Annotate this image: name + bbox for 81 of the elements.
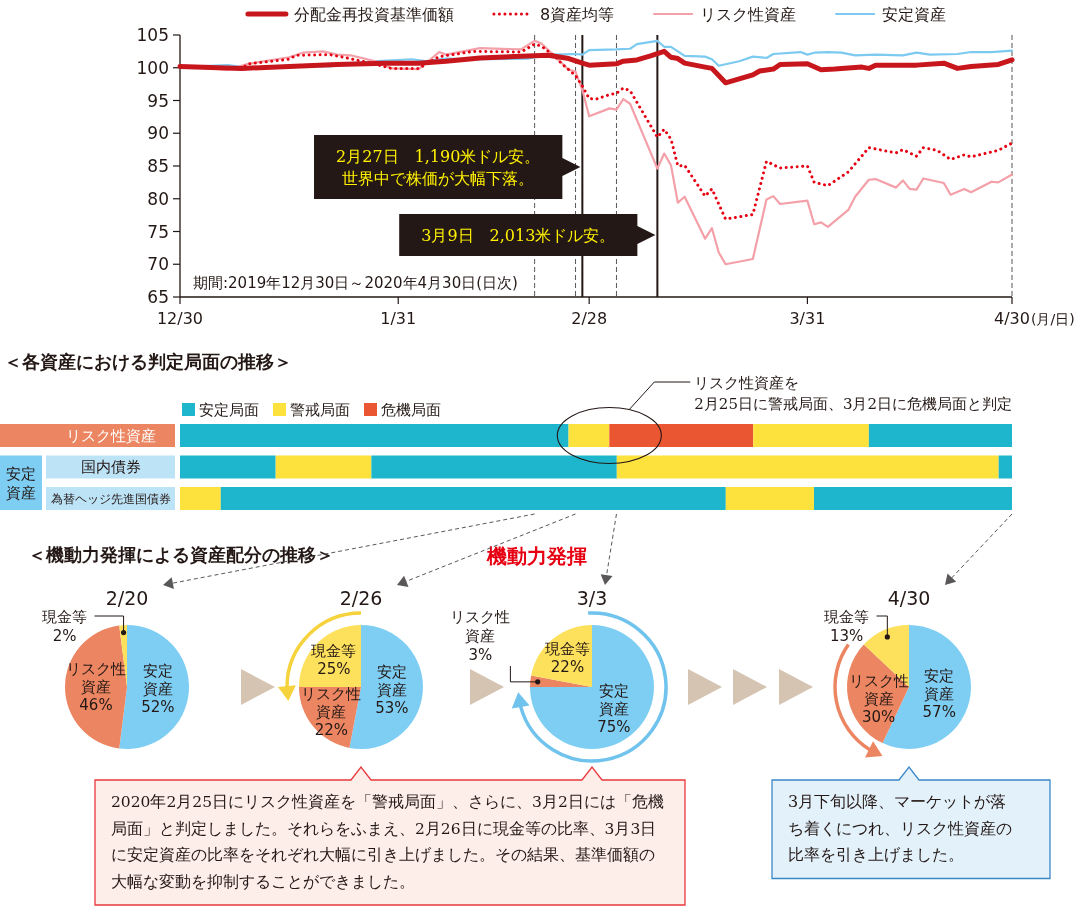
y-tick-label: 90 xyxy=(147,123,169,144)
legend-label: 8資産均等 xyxy=(539,5,615,24)
data-label: 75% xyxy=(597,718,631,737)
x-tick-label: 3/31 xyxy=(789,309,826,328)
pie-slice xyxy=(530,625,654,749)
y-tick-label: 100 xyxy=(136,57,169,78)
text: ＜機動力発揮による資産配分の推移＞ xyxy=(28,544,334,565)
x-tick-label: 12/30 xyxy=(156,309,204,328)
x-tick-label: 4/30 xyxy=(994,309,1030,328)
bar xyxy=(371,455,617,479)
y-tick-label: リスク性資産 xyxy=(65,426,156,445)
x-tick-label: 1/31 xyxy=(380,309,417,328)
bar xyxy=(609,424,754,447)
slice-label: 安定資産 xyxy=(598,682,629,719)
y-tick-label: 国内債券 xyxy=(80,458,141,477)
legend-label: 分配金再投資基準価額 xyxy=(293,5,454,24)
data-label: 25% xyxy=(317,660,351,679)
slice-label: 現金等 xyxy=(42,608,88,626)
data-label: 22% xyxy=(314,720,349,739)
y-tick-label: 75 xyxy=(147,221,169,242)
ref-line-label: 3月9日 2,013米ドル安。 xyxy=(421,225,616,245)
slice-label: 安定資産 xyxy=(142,662,173,699)
chart-title: 3/3 xyxy=(576,587,608,609)
text: 安定資産 xyxy=(6,464,36,502)
legend-label: 安定局面 xyxy=(199,401,259,419)
callout: 3月9日 2,013米ドル安。 xyxy=(399,214,656,256)
x-tick-label: 2/28 xyxy=(571,309,608,328)
chart-title: 4/30 xyxy=(887,587,931,609)
slice-label: 現金等 xyxy=(311,642,357,661)
pie-slice xyxy=(530,675,592,687)
data-label: 3% xyxy=(468,646,493,664)
y-tick-label: 95 xyxy=(147,90,169,111)
bar xyxy=(568,424,610,447)
chart-title: 2/20 xyxy=(105,587,149,609)
annotation: 期間:2019年12月30日～2020年4月30日(日次) xyxy=(193,274,518,292)
chart-subtitle: 機動力発揮 xyxy=(486,544,587,568)
slice-label: 安定資産 xyxy=(376,663,407,700)
bar xyxy=(220,487,726,510)
bar xyxy=(616,455,999,479)
legend-label: 安定資産 xyxy=(882,5,947,24)
callout: 2月27日 1,190米ドル安。世界中で株価が大幅下落。 xyxy=(314,135,581,199)
legend-label: 警戒局面 xyxy=(290,401,350,419)
y-tick-label: 70 xyxy=(147,254,169,275)
bar xyxy=(753,424,869,447)
data-label: 57% xyxy=(922,703,956,722)
bar xyxy=(180,487,221,510)
chart-title: 2/26 xyxy=(339,587,383,609)
slice-label: リスク性資産 xyxy=(848,672,909,709)
data-label: 30% xyxy=(861,708,896,727)
slice-label: リスク性資産 xyxy=(301,684,362,721)
bar xyxy=(725,487,814,510)
slice-label: 安定資産 xyxy=(924,667,955,704)
bar xyxy=(998,455,1012,479)
text: 2020年2月25日にリスク性資産を「警戒局面」、さらに、3月2日には「危機局面」と判定しました。それらをふまえ、2月26日に現金等の比率、3月3日に安定資産の比率をそれぞれ大幅に引き上げました。その結果、基準価額の大幅な変動を抑制することができました。 xyxy=(111,793,664,891)
y-tick-label: 65 xyxy=(147,287,169,307)
bar xyxy=(275,455,372,479)
data-label: 13% xyxy=(829,627,864,645)
slice-label: 現金等 xyxy=(545,639,590,658)
text: 3月下旬以降、マーケットが落ち着くにつれ、リスク性資産の比率を引き上げました。 xyxy=(788,792,1012,864)
data-label: 53% xyxy=(375,699,409,718)
bar xyxy=(868,424,1012,447)
y-tick-label: 為替ヘッジ先進国債券 xyxy=(50,491,171,506)
y-tick-label: 105 xyxy=(136,25,169,45)
text: リスク性資産を2月25日に警戒局面、3月2日に危機局面と判定 xyxy=(694,374,1013,413)
y-tick-label: 80 xyxy=(147,188,169,209)
data-label: 46% xyxy=(79,696,113,715)
legend-label: リスク性資産 xyxy=(700,5,797,24)
pie-slice xyxy=(863,625,909,687)
legend-label: 危機局面 xyxy=(381,401,441,419)
slice-label: 現金等 xyxy=(824,608,870,626)
data-label: 52% xyxy=(141,698,175,717)
y-tick-label: 85 xyxy=(147,156,169,176)
ref-line-label: 2月27日 1,190米ドル安。世界中で株価が大幅下落。 xyxy=(336,146,541,188)
bar xyxy=(813,487,1012,510)
x-axis-title: (月/日) xyxy=(1030,311,1075,327)
chart-title: ＜各資産における判定局面の推移＞ xyxy=(4,351,292,372)
data-label: 2% xyxy=(52,627,77,645)
slice-label: リスク性資産 xyxy=(450,608,511,645)
bar xyxy=(180,455,276,479)
data-label: 22% xyxy=(550,657,585,676)
bar xyxy=(180,424,569,447)
